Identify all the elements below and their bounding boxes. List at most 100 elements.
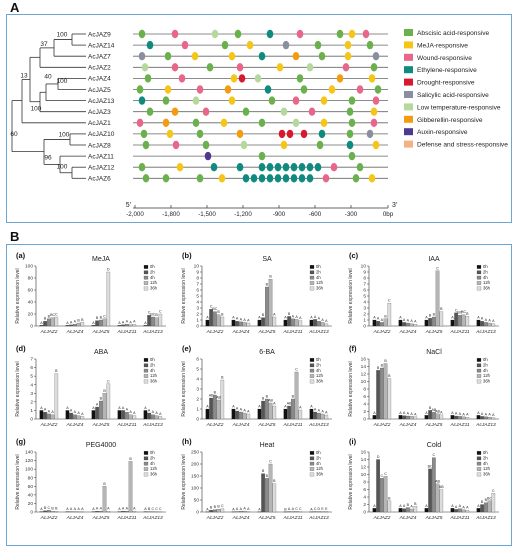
time-legend-swatch xyxy=(143,467,149,471)
expression-bar xyxy=(402,322,406,327)
significance-letter: C xyxy=(107,379,110,383)
time-legend-label: 0h xyxy=(316,450,321,455)
legend-label: Auxin-responsive xyxy=(417,129,468,136)
cis-element-mark xyxy=(162,118,170,128)
significance-letter: B xyxy=(148,507,151,511)
cis-element-mark xyxy=(282,40,290,50)
x-category-label: AcJAZ4 xyxy=(399,329,417,335)
legend-swatch xyxy=(404,91,413,98)
significance-letter: B xyxy=(266,283,269,287)
subplot-title: NaCl xyxy=(426,349,442,356)
expression-bar xyxy=(216,509,221,513)
legend-label: MeJA-responsive xyxy=(417,42,468,49)
cis-element-mark xyxy=(342,63,350,72)
expression-bar xyxy=(287,316,291,327)
expression-bar xyxy=(154,317,159,327)
expression-bar xyxy=(268,402,273,420)
expression-bar xyxy=(47,510,51,513)
significance-letter: B xyxy=(51,507,54,511)
significance-letter: A xyxy=(403,411,406,415)
time-legend-label: 36h xyxy=(483,286,491,291)
significance-letter: A xyxy=(488,413,491,417)
scale-tick-label: -2,000 xyxy=(126,211,144,218)
expression-bar xyxy=(235,410,239,420)
y-tick-label: 7 xyxy=(196,282,199,288)
expression-bar xyxy=(398,319,403,327)
expression-bar xyxy=(121,511,125,513)
significance-letter: C xyxy=(148,311,151,315)
expression-bar xyxy=(376,321,380,327)
expression-bar xyxy=(106,511,111,513)
cis-element-mark xyxy=(356,85,364,94)
expression-bar xyxy=(43,412,47,420)
expression-bar xyxy=(461,416,466,420)
cis-element-mark xyxy=(348,118,356,128)
expression-bar xyxy=(317,321,321,327)
significance-letter: A xyxy=(232,316,235,320)
significance-letter: A xyxy=(492,319,495,323)
expression-bar xyxy=(272,483,277,513)
expression-bar xyxy=(95,511,99,513)
cis-element-mark xyxy=(138,52,146,61)
y-tick-label: 12 xyxy=(361,465,367,471)
expression-bar xyxy=(476,319,481,327)
expression-bar xyxy=(76,415,81,420)
cis-element-mark xyxy=(204,151,212,161)
y-tick-label: 1 xyxy=(196,407,199,413)
significance-letter: A xyxy=(144,507,147,511)
cis-element-mark xyxy=(140,129,148,139)
expression-bar xyxy=(298,409,303,420)
cis-element-mark xyxy=(280,107,288,116)
expression-bar xyxy=(265,286,269,327)
time-legend-label: 2h xyxy=(316,269,321,274)
significance-letter: A xyxy=(414,412,417,416)
cis-element-mark xyxy=(300,85,308,94)
x-category-label: AcJAZ11 xyxy=(282,422,302,428)
significance-letter: A xyxy=(51,410,54,414)
time-legend-swatch xyxy=(143,451,149,455)
expression-bar xyxy=(294,511,299,513)
expression-bar xyxy=(450,319,455,327)
time-legend-swatch xyxy=(143,265,149,269)
expression-bar xyxy=(95,406,99,420)
time-legend-swatch xyxy=(309,467,315,471)
significance-letter: A xyxy=(425,504,428,508)
x-category-label: AcJAZ4 xyxy=(399,422,417,428)
significance-letter: A xyxy=(40,321,43,325)
significance-letter: A xyxy=(48,409,51,413)
significance-letter: A xyxy=(284,316,287,320)
time-legend-label: 2h xyxy=(483,362,488,367)
time-legend-label: 2h xyxy=(316,362,321,367)
time-legend-swatch xyxy=(476,461,482,466)
expression-bar xyxy=(376,370,380,420)
significance-letter: A xyxy=(466,506,469,510)
cis-element-mark xyxy=(234,29,242,39)
significance-letter: B xyxy=(96,316,99,320)
time-legend-swatch xyxy=(309,456,315,461)
expression-bar xyxy=(239,511,243,513)
significance-letter: A xyxy=(81,412,84,416)
significance-letter: E xyxy=(321,507,324,511)
significance-letter: B xyxy=(214,391,217,395)
significance-letter: A xyxy=(273,402,276,406)
expression-bar xyxy=(47,413,51,420)
expression-bar xyxy=(409,416,414,420)
x-category-label: AcJAZ5 xyxy=(92,329,110,335)
expression-bar xyxy=(320,413,325,420)
time-legend-swatch xyxy=(476,456,482,461)
x-category-label: AcJAZ2 xyxy=(206,515,224,521)
cis-element-mark xyxy=(250,174,258,183)
cis-element-mark xyxy=(258,151,266,161)
significance-letter: C xyxy=(155,507,158,511)
significance-letter: A xyxy=(159,412,162,416)
significance-letter: A xyxy=(206,507,209,511)
cis-element-mark xyxy=(264,85,272,94)
significance-letter: C xyxy=(55,313,58,317)
time-legend-swatch xyxy=(309,363,315,368)
time-legend-label: 0h xyxy=(483,450,488,455)
y-tick-label: 2 xyxy=(363,312,366,318)
cis-element-mark xyxy=(236,63,244,72)
expression-bar xyxy=(95,320,99,327)
significance-letter: A xyxy=(481,412,484,416)
expression-bar xyxy=(91,325,96,327)
